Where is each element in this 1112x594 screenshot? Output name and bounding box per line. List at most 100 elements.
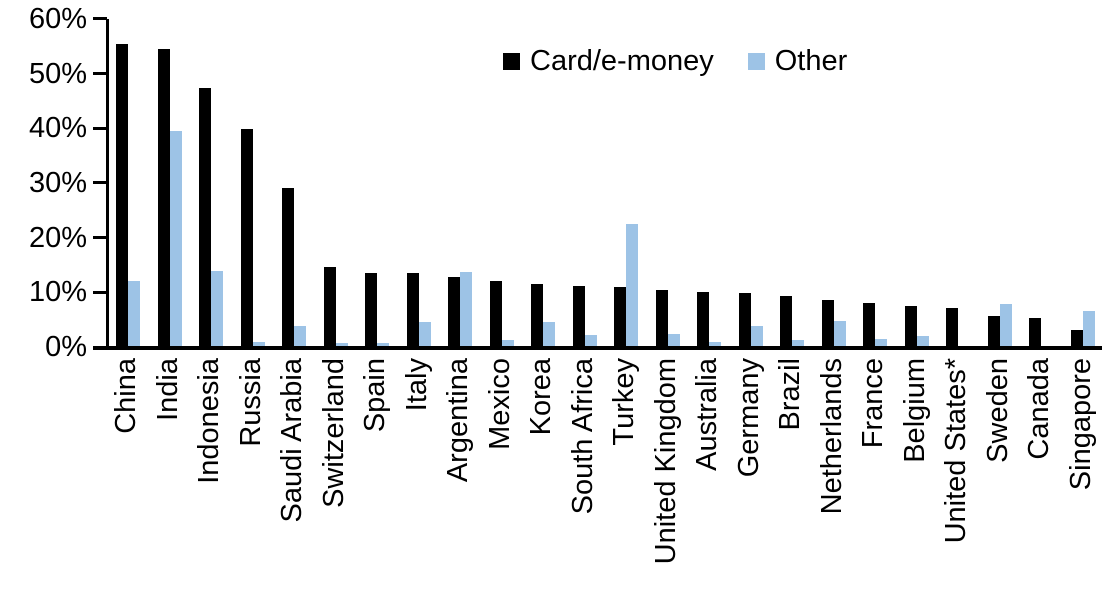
- legend-swatch-icon: [747, 52, 765, 70]
- x-axis-label-russia: Russia: [231, 358, 273, 590]
- x-axis-label-text: Brazil: [774, 358, 807, 431]
- x-axis-label-text: Australia: [691, 358, 724, 471]
- y-axis-line: [106, 19, 109, 350]
- x-axis-label-text: South Africa: [566, 358, 599, 515]
- bar-card-e-money-spain: [365, 273, 377, 350]
- bar-card-e-money-netherlands: [822, 300, 834, 350]
- x-axis-label-turkey: Turkey: [604, 358, 646, 590]
- bar-card-e-money-turkey: [614, 287, 626, 350]
- x-axis-label-text: Argentina: [442, 358, 475, 483]
- y-axis-tick: [93, 181, 107, 185]
- bar-card-e-money-sweden: [988, 316, 1000, 350]
- bar-other-singapore: [1083, 311, 1095, 347]
- y-axis-label: 20%: [28, 221, 87, 254]
- y-axis-label: 40%: [28, 112, 87, 145]
- x-axis-label-united-kingdom: United Kingdom: [646, 358, 688, 590]
- bar-other-mexico: [502, 340, 514, 347]
- x-axis-label-text: Sweden: [981, 358, 1014, 463]
- x-axis-label-text: Italy: [400, 358, 433, 412]
- bar-card-e-money-italy: [407, 273, 419, 350]
- y-axis-label: 60%: [28, 2, 87, 35]
- chart-legend: Card/e-money Other: [503, 44, 847, 78]
- bar-card-e-money-saudi-arabia: [282, 188, 294, 350]
- y-axis-label: 30%: [28, 166, 87, 199]
- x-axis-label-france: France: [853, 358, 895, 590]
- bar-other-brazil: [792, 340, 804, 347]
- y-axis-label: 10%: [28, 276, 87, 309]
- y-axis-tick: [93, 72, 107, 76]
- x-axis-line: [93, 346, 1102, 350]
- y-axis-tick: [93, 236, 107, 240]
- legend-label: Other: [774, 45, 848, 77]
- x-axis-label-text: Russia: [234, 358, 267, 447]
- y-axis-tick: [93, 290, 107, 294]
- bar-other-switzerland: [336, 343, 348, 347]
- x-axis-label-saudi-arabia: Saudi Arabia: [272, 358, 314, 590]
- bar-card-e-money-china: [116, 44, 128, 350]
- bar-card-e-money-germany: [739, 293, 751, 350]
- legend-item-other: Other: [747, 44, 848, 78]
- x-axis-label-text: Canada: [1023, 358, 1056, 460]
- legend-item-card-e-money: Card/e-money: [503, 44, 714, 78]
- bar-card-e-money-singapore: [1071, 330, 1083, 350]
- bar-other-india: [170, 131, 182, 347]
- bar-card-e-money-united-states-: [946, 308, 958, 350]
- x-axis-label-china: China: [106, 358, 148, 590]
- x-axis-label-canada: Canada: [1019, 358, 1061, 590]
- bar-card-e-money-canada: [1029, 318, 1041, 350]
- y-axis-label: 50%: [28, 57, 87, 90]
- bar-other-belgium: [917, 336, 929, 347]
- bar-other-united-kingdom: [668, 334, 680, 347]
- x-axis-label-switzerland: Switzerland: [314, 358, 356, 590]
- bar-other-germany: [751, 326, 763, 347]
- x-axis-label-spain: Spain: [355, 358, 397, 590]
- x-axis-label-indonesia: Indonesia: [189, 358, 231, 590]
- bar-card-e-money-france: [863, 303, 875, 350]
- x-axis-label-brazil: Brazil: [770, 358, 812, 590]
- x-axis-label-text: Singapore: [1064, 358, 1097, 491]
- x-axis-label-belgium: Belgium: [895, 358, 937, 590]
- bar-card-e-money-australia: [697, 292, 709, 350]
- x-axis-label-text: Korea: [525, 358, 558, 436]
- bar-other-korea: [543, 322, 555, 347]
- bar-other-netherlands: [834, 321, 846, 347]
- bar-other-australia: [709, 342, 721, 347]
- x-axis-label-south-africa: South Africa: [563, 358, 605, 590]
- x-axis-label-mexico: Mexico: [480, 358, 522, 590]
- x-axis-label-argentina: Argentina: [438, 358, 480, 590]
- x-axis-label-netherlands: Netherlands: [812, 358, 854, 590]
- x-axis-label-text: Switzerland: [317, 358, 350, 508]
- bar-card-e-money-belgium: [905, 306, 917, 350]
- bar-card-e-money-mexico: [490, 281, 502, 350]
- bar-card-e-money-argentina: [448, 277, 460, 350]
- bar-other-russia: [253, 342, 265, 347]
- y-axis-tick: [93, 126, 107, 130]
- x-axis-label-italy: Italy: [397, 358, 439, 590]
- x-axis-label-text: Turkey: [608, 358, 641, 446]
- bar-other-indonesia: [211, 271, 223, 347]
- x-axis-label-germany: Germany: [729, 358, 771, 590]
- x-axis-label-united-states-: United States*: [936, 358, 978, 590]
- bar-card-e-money-india: [158, 49, 170, 350]
- bar-other-turkey: [626, 224, 638, 347]
- y-axis-tick: [93, 17, 107, 21]
- bar-card-e-money-brazil: [780, 296, 792, 350]
- x-axis-label-text: India: [151, 358, 184, 421]
- x-axis-label-singapore: Singapore: [1061, 358, 1103, 590]
- bar-other-spain: [377, 343, 389, 347]
- bar-other-sweden: [1000, 304, 1012, 347]
- x-axis-label-australia: Australia: [687, 358, 729, 590]
- x-axis-label-text: United States*: [940, 358, 973, 544]
- bar-card-e-money-switzerland: [324, 267, 336, 350]
- x-axis-label-text: France: [857, 358, 890, 449]
- x-axis-label-text: United Kingdom: [649, 358, 682, 565]
- bar-card-e-money-indonesia: [199, 88, 211, 350]
- bar-other-france: [875, 339, 887, 347]
- bar-other-china: [128, 281, 140, 347]
- y-axis-label: 0%: [45, 331, 87, 363]
- bar-card-e-money-russia: [241, 129, 253, 350]
- x-axis-label-text: Germany: [732, 358, 765, 478]
- x-axis-label-text: Saudi Arabia: [276, 358, 309, 523]
- x-axis-label-india: India: [148, 358, 190, 590]
